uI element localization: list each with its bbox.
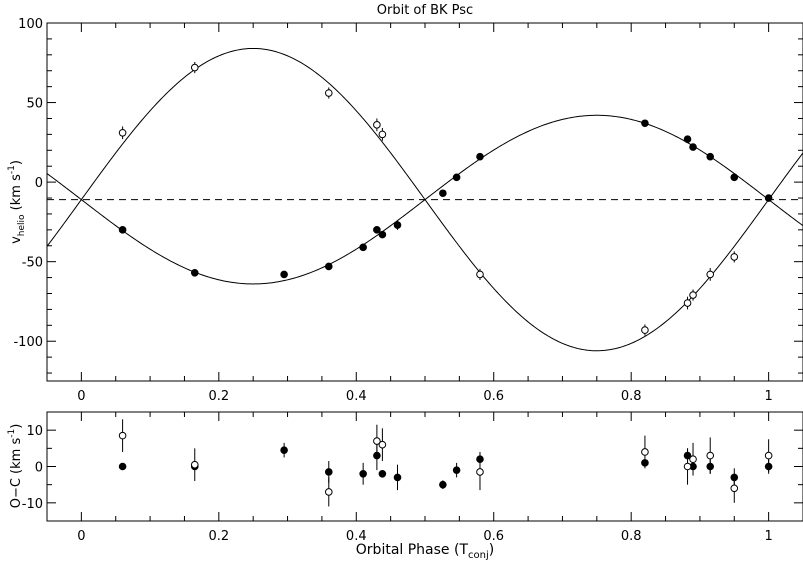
- filled-data-point: [689, 143, 697, 151]
- filled-data-point: [118, 226, 127, 234]
- open-data-point: [689, 291, 697, 299]
- filled-data-point: [359, 243, 367, 252]
- bottom-panel-ytick-labels: -10 0 10: [22, 424, 43, 512]
- top-panel-ylabel: vhelio (km s-1): [7, 160, 27, 244]
- filled-data-point: [706, 152, 715, 161]
- open-data-point: [373, 121, 381, 129]
- open-data-point: [378, 440, 387, 449]
- ylabel-units: (km s: [9, 174, 24, 215]
- top-xtick-label: 1: [764, 389, 772, 404]
- top-ytick-label: -50: [22, 256, 43, 271]
- top-ytick-label: 50: [26, 97, 43, 112]
- xaxis-label: Orbital Phase (Tconj): [356, 542, 494, 561]
- filled-data-point: [324, 468, 333, 476]
- open-data-point: [378, 130, 387, 139]
- open-data-point: [324, 488, 333, 496]
- open-data-point: [706, 451, 715, 460]
- top-xtick-label: 0.8: [621, 389, 642, 404]
- top-panel-ytick-labels: -100 -50 0 50 100: [13, 17, 43, 350]
- bottom-panel-ticks: [46, 411, 803, 522]
- open-data-point: [324, 89, 333, 97]
- bottom-ytick-label: 0: [35, 461, 43, 476]
- open-data-point: [118, 431, 127, 440]
- bottom-ytick-label: 10: [26, 424, 43, 439]
- xlabel-subscript: conj: [468, 550, 489, 561]
- filled-data-point: [378, 230, 387, 239]
- filled-data-point: [764, 194, 773, 202]
- oc-ylabel-close: ): [9, 424, 24, 429]
- open-data-point: [689, 455, 697, 464]
- ylabel-symbol: v: [9, 236, 24, 244]
- filled-data-point: [378, 469, 387, 478]
- filled-data-point: [730, 173, 739, 182]
- filled-data-point: [280, 270, 288, 279]
- xlabel-close: ): [489, 542, 494, 558]
- top-panel: -100 -50 0 50 100 vhelio (km s-1): [7, 17, 803, 382]
- bottom-panel-data-points: [118, 419, 773, 507]
- top-xtick-label: 0.2: [208, 389, 229, 404]
- open-data-point: [118, 128, 127, 137]
- filled-data-point: [324, 262, 333, 271]
- chart-title: Orbit of BK Psc: [377, 3, 473, 18]
- top-xtick-label: 0: [77, 389, 85, 404]
- open-data-point: [641, 448, 649, 456]
- oc-ylabel-main: O−C (km s: [9, 438, 24, 509]
- top-panel-frame: [46, 22, 803, 382]
- bottom-xtick-label: 0.4: [346, 529, 367, 544]
- open-data-point: [190, 460, 199, 469]
- filled-data-point: [359, 469, 367, 478]
- ylabel-subscript: helio: [17, 214, 27, 236]
- top-panel-data-points: [118, 61, 773, 336]
- top-xtick-label: 0.4: [346, 389, 367, 404]
- bottom-xtick-label: 0.6: [483, 529, 504, 544]
- open-data-point: [373, 437, 381, 445]
- filled-data-point: [641, 119, 649, 128]
- filled-data-point: [439, 189, 447, 198]
- bottom-xtick-label: 0: [77, 529, 85, 544]
- open-data-point: [476, 270, 484, 279]
- filled-data-point: [280, 446, 288, 454]
- open-data-point: [683, 299, 692, 307]
- filled-data-point: [452, 466, 461, 474]
- bottom-xtick-label: 1: [764, 529, 772, 544]
- open-data-point: [190, 63, 199, 72]
- filled-data-point: [439, 480, 447, 489]
- open-data-point: [706, 270, 715, 279]
- top-panel-ticks: [46, 22, 803, 381]
- filled-data-point: [190, 269, 199, 277]
- top-panel-xtick-labels: 0 0.2 0.4 0.6 0.8 1: [77, 389, 773, 404]
- open-data-point: [730, 253, 739, 261]
- open-data-point: [730, 484, 739, 493]
- filled-data-point: [118, 462, 127, 471]
- bottom-xtick-label: 0.8: [621, 529, 642, 544]
- xlabel-main: Orbital Phase (T: [356, 542, 469, 558]
- bottom-panel-ylabel: O−C (km s-1): [7, 424, 24, 509]
- open-data-point: [641, 326, 649, 334]
- bottom-xtick-label: 0.2: [208, 529, 229, 544]
- oc-ylabel-superscript: -1: [7, 429, 17, 438]
- bottom-panel: -10 0 10 0 0.2 0.4 0.6 0.8 1 0 0.2 0.4 0.6 0.8 1 O−C…: [7, 389, 803, 561]
- ylabel-superscript: -1: [7, 165, 17, 174]
- filled-data-point: [393, 221, 402, 229]
- top-ytick-label: 0: [35, 176, 43, 191]
- filled-data-point: [452, 173, 461, 182]
- filled-data-point: [373, 226, 381, 234]
- top-xtick-label: 0.6: [483, 389, 504, 404]
- bottom-ytick-label: -10: [22, 497, 43, 512]
- top-ytick-label: -100: [13, 335, 43, 350]
- bottom-panel-xtick-labels: 0 0.2 0.4 0.6 0.8 1: [77, 529, 773, 544]
- open-data-point: [683, 462, 692, 471]
- filled-data-point: [476, 152, 484, 161]
- ylabel-close: ): [9, 160, 24, 165]
- filled-data-point: [393, 473, 402, 482]
- top-ytick-label: 100: [18, 17, 43, 32]
- open-data-point: [476, 468, 484, 476]
- filled-data-point: [683, 135, 692, 143]
- open-data-point: [764, 451, 773, 460]
